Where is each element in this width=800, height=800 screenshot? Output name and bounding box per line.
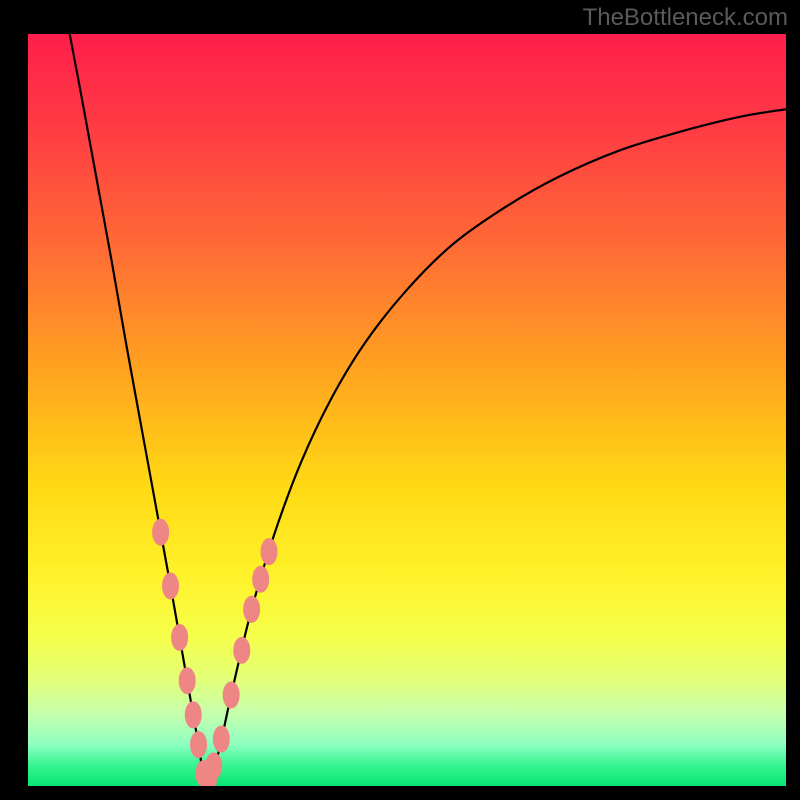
curve-marker (234, 637, 250, 663)
watermark-text: TheBottleneck.com (583, 4, 788, 32)
curve-marker (163, 573, 179, 599)
plot-area (28, 34, 786, 786)
chart-frame: TheBottleneck.com (0, 0, 800, 800)
curve-marker (261, 539, 277, 565)
curve-marker (172, 624, 188, 650)
curve-marker (153, 519, 169, 545)
gradient-background (28, 34, 786, 786)
curve-marker (223, 682, 239, 708)
curve-marker (244, 596, 260, 622)
curve-marker (179, 668, 195, 694)
curve-marker (191, 732, 207, 758)
curve-marker (253, 566, 269, 592)
chart-svg (28, 34, 786, 786)
curve-marker (213, 726, 229, 752)
curve-marker (185, 702, 201, 728)
curve-marker (206, 753, 222, 779)
